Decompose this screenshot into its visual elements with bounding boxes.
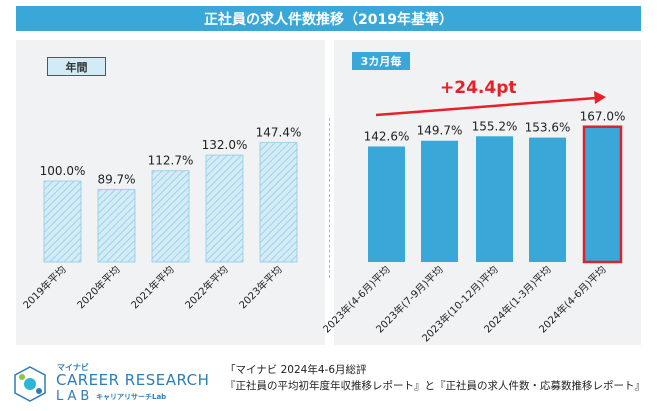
quarterly-badge: 3カ月毎	[352, 52, 410, 70]
logo-small-text: マイナビ	[57, 363, 89, 372]
chart-title: 正社員の求人件数推移（2019年基準）	[16, 6, 641, 31]
quarterly-value-label-2: 155.2%	[472, 119, 518, 133]
annual-category-label-1: 2020年平均	[74, 263, 122, 311]
quarterly-bar-2	[476, 136, 513, 262]
annual-value-label-1: 89.7%	[97, 172, 135, 186]
quarterly-value-label-4: 167.0%	[580, 110, 626, 124]
logo-jp-text: キャリアリサーチLab	[96, 393, 167, 401]
logo-mark-icon	[14, 366, 46, 402]
quarterly-bar-1	[421, 140, 458, 262]
trend-arrow-head-icon	[594, 91, 606, 104]
annual-value-label-2: 112.7%	[148, 154, 194, 168]
source-note: 「マイナビ 2024年4-6月総評 『正社員の平均初年度年収推移レポート』と『正…	[225, 362, 645, 394]
quarterly-bar-0	[368, 146, 405, 262]
annual-category-label-4: 2023年平均	[236, 263, 284, 311]
quarterly-bar-4	[582, 125, 623, 264]
quarterly-value-label-3: 153.6%	[525, 121, 571, 135]
quarterly-bar-3	[529, 137, 566, 262]
quarterly-value-label-1: 149.7%	[417, 124, 463, 138]
annual-category-label-3: 2022年平均	[182, 263, 230, 311]
source-line-2: 『正社員の平均初年度年収推移レポート』と『正社員の求人件数・応募数推移レポート』	[225, 380, 645, 392]
bar-chart: 100.0% 2019年平均 89.7% 2020年平均 112.7% 2021年平均 13…	[20, 78, 626, 344]
annual-bar-3	[205, 154, 244, 263]
annual-bar-2	[151, 170, 190, 263]
annual-category-label-2: 2021年平均	[128, 263, 176, 311]
annual-value-label-3: 132.0%	[202, 138, 248, 152]
annotation-label: +24.4pt	[440, 78, 516, 98]
panel-separator	[329, 118, 330, 278]
annual-value-label-0: 100.0%	[40, 164, 86, 178]
annual-bar-4	[259, 142, 298, 263]
career-research-lab-logo: マイナビ CAREER RESEARCH LAB キャリアリサーチLab	[10, 362, 209, 406]
annual-bar-0	[43, 180, 82, 263]
annual-value-label-4: 147.4%	[256, 126, 302, 140]
annual-bar-1	[97, 188, 136, 263]
quarterly-value-label-0: 142.6%	[364, 129, 410, 143]
source-line-1: 「マイナビ 2024年4-6月総評	[225, 364, 367, 376]
logo-lab-text: LAB	[56, 389, 94, 404]
trend-arrow-line	[375, 96, 597, 117]
annual-badge: 年間	[47, 57, 106, 76]
logo-main-text: CAREER RESEARCH	[56, 371, 210, 389]
annual-category-label-0: 2019年平均	[20, 263, 68, 311]
